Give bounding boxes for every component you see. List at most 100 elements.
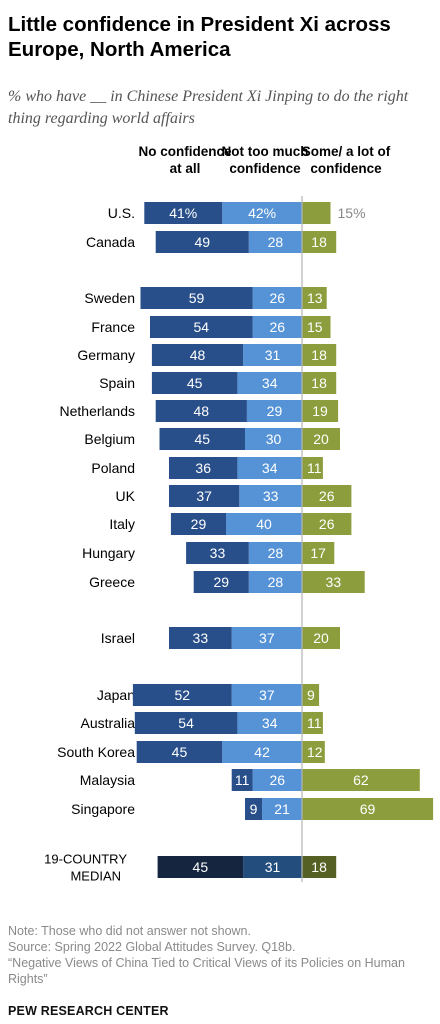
value-label-no-confidence-uk: 37 <box>196 488 212 504</box>
bar-some-lot-malaysia <box>302 769 420 791</box>
bar-no-confidence-malaysia <box>231 769 253 791</box>
value-label-no-confidence-singapore: 9 <box>250 801 258 817</box>
category-label-netherlands: Netherlands <box>60 403 136 419</box>
bar-some-lot-u-s <box>302 202 331 224</box>
bar-not-too-much-malaysia <box>252 769 302 791</box>
bar-some-lot-japan <box>302 684 320 706</box>
value-label-some-lot-19-country-median: 18 <box>311 859 327 875</box>
category-label-greece: Greece <box>89 574 135 590</box>
bar-not-too-much-sweden <box>252 287 302 309</box>
column-header-no-confidence: No confidence at all <box>138 144 232 176</box>
bar-some-lot-belgium <box>302 428 340 450</box>
category-label-median-line1: 19-COUNTRY <box>44 852 127 867</box>
bar-some-lot-sweden <box>302 287 327 309</box>
category-label-france: France <box>91 319 135 335</box>
bar-some-lot-19-country-median <box>302 856 337 878</box>
bar-not-too-much-japan <box>231 684 302 706</box>
bar-not-too-much-hungary <box>248 542 302 564</box>
bar-not-too-much-israel <box>231 627 302 649</box>
bar-some-lot-singapore <box>302 798 434 820</box>
bar-not-too-much-u-s <box>222 202 302 224</box>
bar-some-lot-netherlands <box>302 400 339 422</box>
value-label-no-confidence-belgium: 45 <box>194 431 210 447</box>
bar-no-confidence-france <box>150 316 253 338</box>
bar-some-lot-hungary <box>302 542 335 564</box>
bar-no-confidence-netherlands <box>155 400 247 422</box>
value-label-no-confidence-greece: 29 <box>213 574 229 590</box>
chart-title: Little confidence in President Xi across… <box>8 13 391 61</box>
bar-some-lot-uk <box>302 485 352 507</box>
value-label-no-confidence-australia: 54 <box>178 715 194 731</box>
brand-logo-text: PEW RESEARCH CENTER <box>8 1004 169 1018</box>
value-label-not-too-much-spain: 34 <box>262 375 278 391</box>
bar-not-too-much-australia <box>237 712 302 734</box>
value-label-not-too-much-19-country-median: 31 <box>265 859 281 875</box>
bar-not-too-much-italy <box>226 513 302 535</box>
value-label-some-lot-u-s: 15% <box>338 205 366 221</box>
bar-some-lot-south-korea <box>302 741 325 763</box>
value-label-not-too-much-germany: 31 <box>265 347 281 363</box>
chart-footer: Note: Those who did not answer not shown… <box>8 923 438 987</box>
value-label-not-too-much-uk: 33 <box>263 488 279 504</box>
footer-note: Note: Those who did not answer not shown… <box>8 924 251 938</box>
value-label-not-too-much-italy: 40 <box>256 516 272 532</box>
value-label-no-confidence-poland: 36 <box>195 460 211 476</box>
column-header-not-too-much: Not too much confidence <box>221 144 309 176</box>
value-label-some-lot-hungary: 17 <box>310 545 326 561</box>
value-label-some-lot-canada: 18 <box>311 234 327 250</box>
value-label-not-too-much-south-korea: 42 <box>254 744 270 760</box>
value-label-no-confidence-japan: 52 <box>175 687 191 703</box>
value-label-some-lot-poland: 11 <box>307 460 322 476</box>
bar-no-confidence-south-korea <box>136 741 223 763</box>
value-label-not-too-much-australia: 34 <box>262 715 278 731</box>
bar-some-lot-israel <box>302 627 340 649</box>
column-header-some-lot: Some/ a lot of confidence <box>301 144 391 176</box>
category-label-median-line2: MEDIAN <box>70 869 121 884</box>
value-label-no-confidence-sweden: 59 <box>189 290 205 306</box>
bar-no-confidence-australia <box>134 712 238 734</box>
bar-no-confidence-israel <box>169 627 232 649</box>
bar-some-lot-germany <box>302 344 337 366</box>
bar-no-confidence-canada <box>155 231 249 253</box>
value-label-some-lot-uk: 26 <box>319 488 335 504</box>
diverging-bar-chart: U.S. 42% 41% 15% Canada 28 49 18 Sweden 26 59 13 Fra… <box>44 196 434 884</box>
bar-no-confidence-greece <box>193 571 249 593</box>
bar-not-too-much-19-country-median <box>243 856 302 878</box>
value-label-some-lot-netherlands: 19 <box>312 403 328 419</box>
value-label-some-lot-france: 15 <box>307 319 323 335</box>
category-label-belgium: Belgium <box>84 431 135 447</box>
bar-no-confidence-spain <box>151 372 238 394</box>
value-label-no-confidence-israel: 33 <box>193 630 209 646</box>
bar-some-lot-greece <box>302 571 365 593</box>
bar-not-too-much-greece <box>248 571 302 593</box>
value-label-no-confidence-south-korea: 45 <box>172 744 188 760</box>
bar-not-too-much-germany <box>243 344 302 366</box>
category-label-singapore: Singapore <box>71 801 135 817</box>
bar-no-confidence-u-s <box>144 202 223 224</box>
bar-no-confidence-germany <box>151 344 244 366</box>
category-label-malaysia: Malaysia <box>80 772 135 788</box>
category-label-uk: UK <box>116 488 136 504</box>
value-label-no-confidence-spain: 45 <box>187 375 203 391</box>
value-label-not-too-much-japan: 37 <box>259 687 275 703</box>
value-label-some-lot-germany: 18 <box>311 347 327 363</box>
value-label-some-lot-south-korea: 12 <box>307 744 323 760</box>
value-label-not-too-much-singapore: 21 <box>274 801 290 817</box>
value-label-not-too-much-netherlands: 29 <box>267 403 283 419</box>
value-label-not-too-much-hungary: 28 <box>268 545 284 561</box>
bar-not-too-much-poland <box>237 457 302 479</box>
value-label-not-too-much-france: 26 <box>270 319 286 335</box>
bar-not-too-much-canada <box>248 231 302 253</box>
value-label-no-confidence-italy: 29 <box>191 516 207 532</box>
bar-not-too-much-netherlands <box>246 400 302 422</box>
bar-no-confidence-belgium <box>159 428 245 450</box>
bar-no-confidence-japan <box>132 684 232 706</box>
bar-not-too-much-uk <box>239 485 302 507</box>
bar-some-lot-canada <box>302 231 337 253</box>
bar-not-too-much-france <box>252 316 302 338</box>
category-label-spain: Spain <box>99 375 135 391</box>
bar-no-confidence-poland <box>169 457 238 479</box>
value-label-some-lot-japan: 9 <box>307 687 315 703</box>
value-label-no-confidence-u-s: 41% <box>169 205 197 221</box>
bar-not-too-much-belgium <box>245 428 302 450</box>
